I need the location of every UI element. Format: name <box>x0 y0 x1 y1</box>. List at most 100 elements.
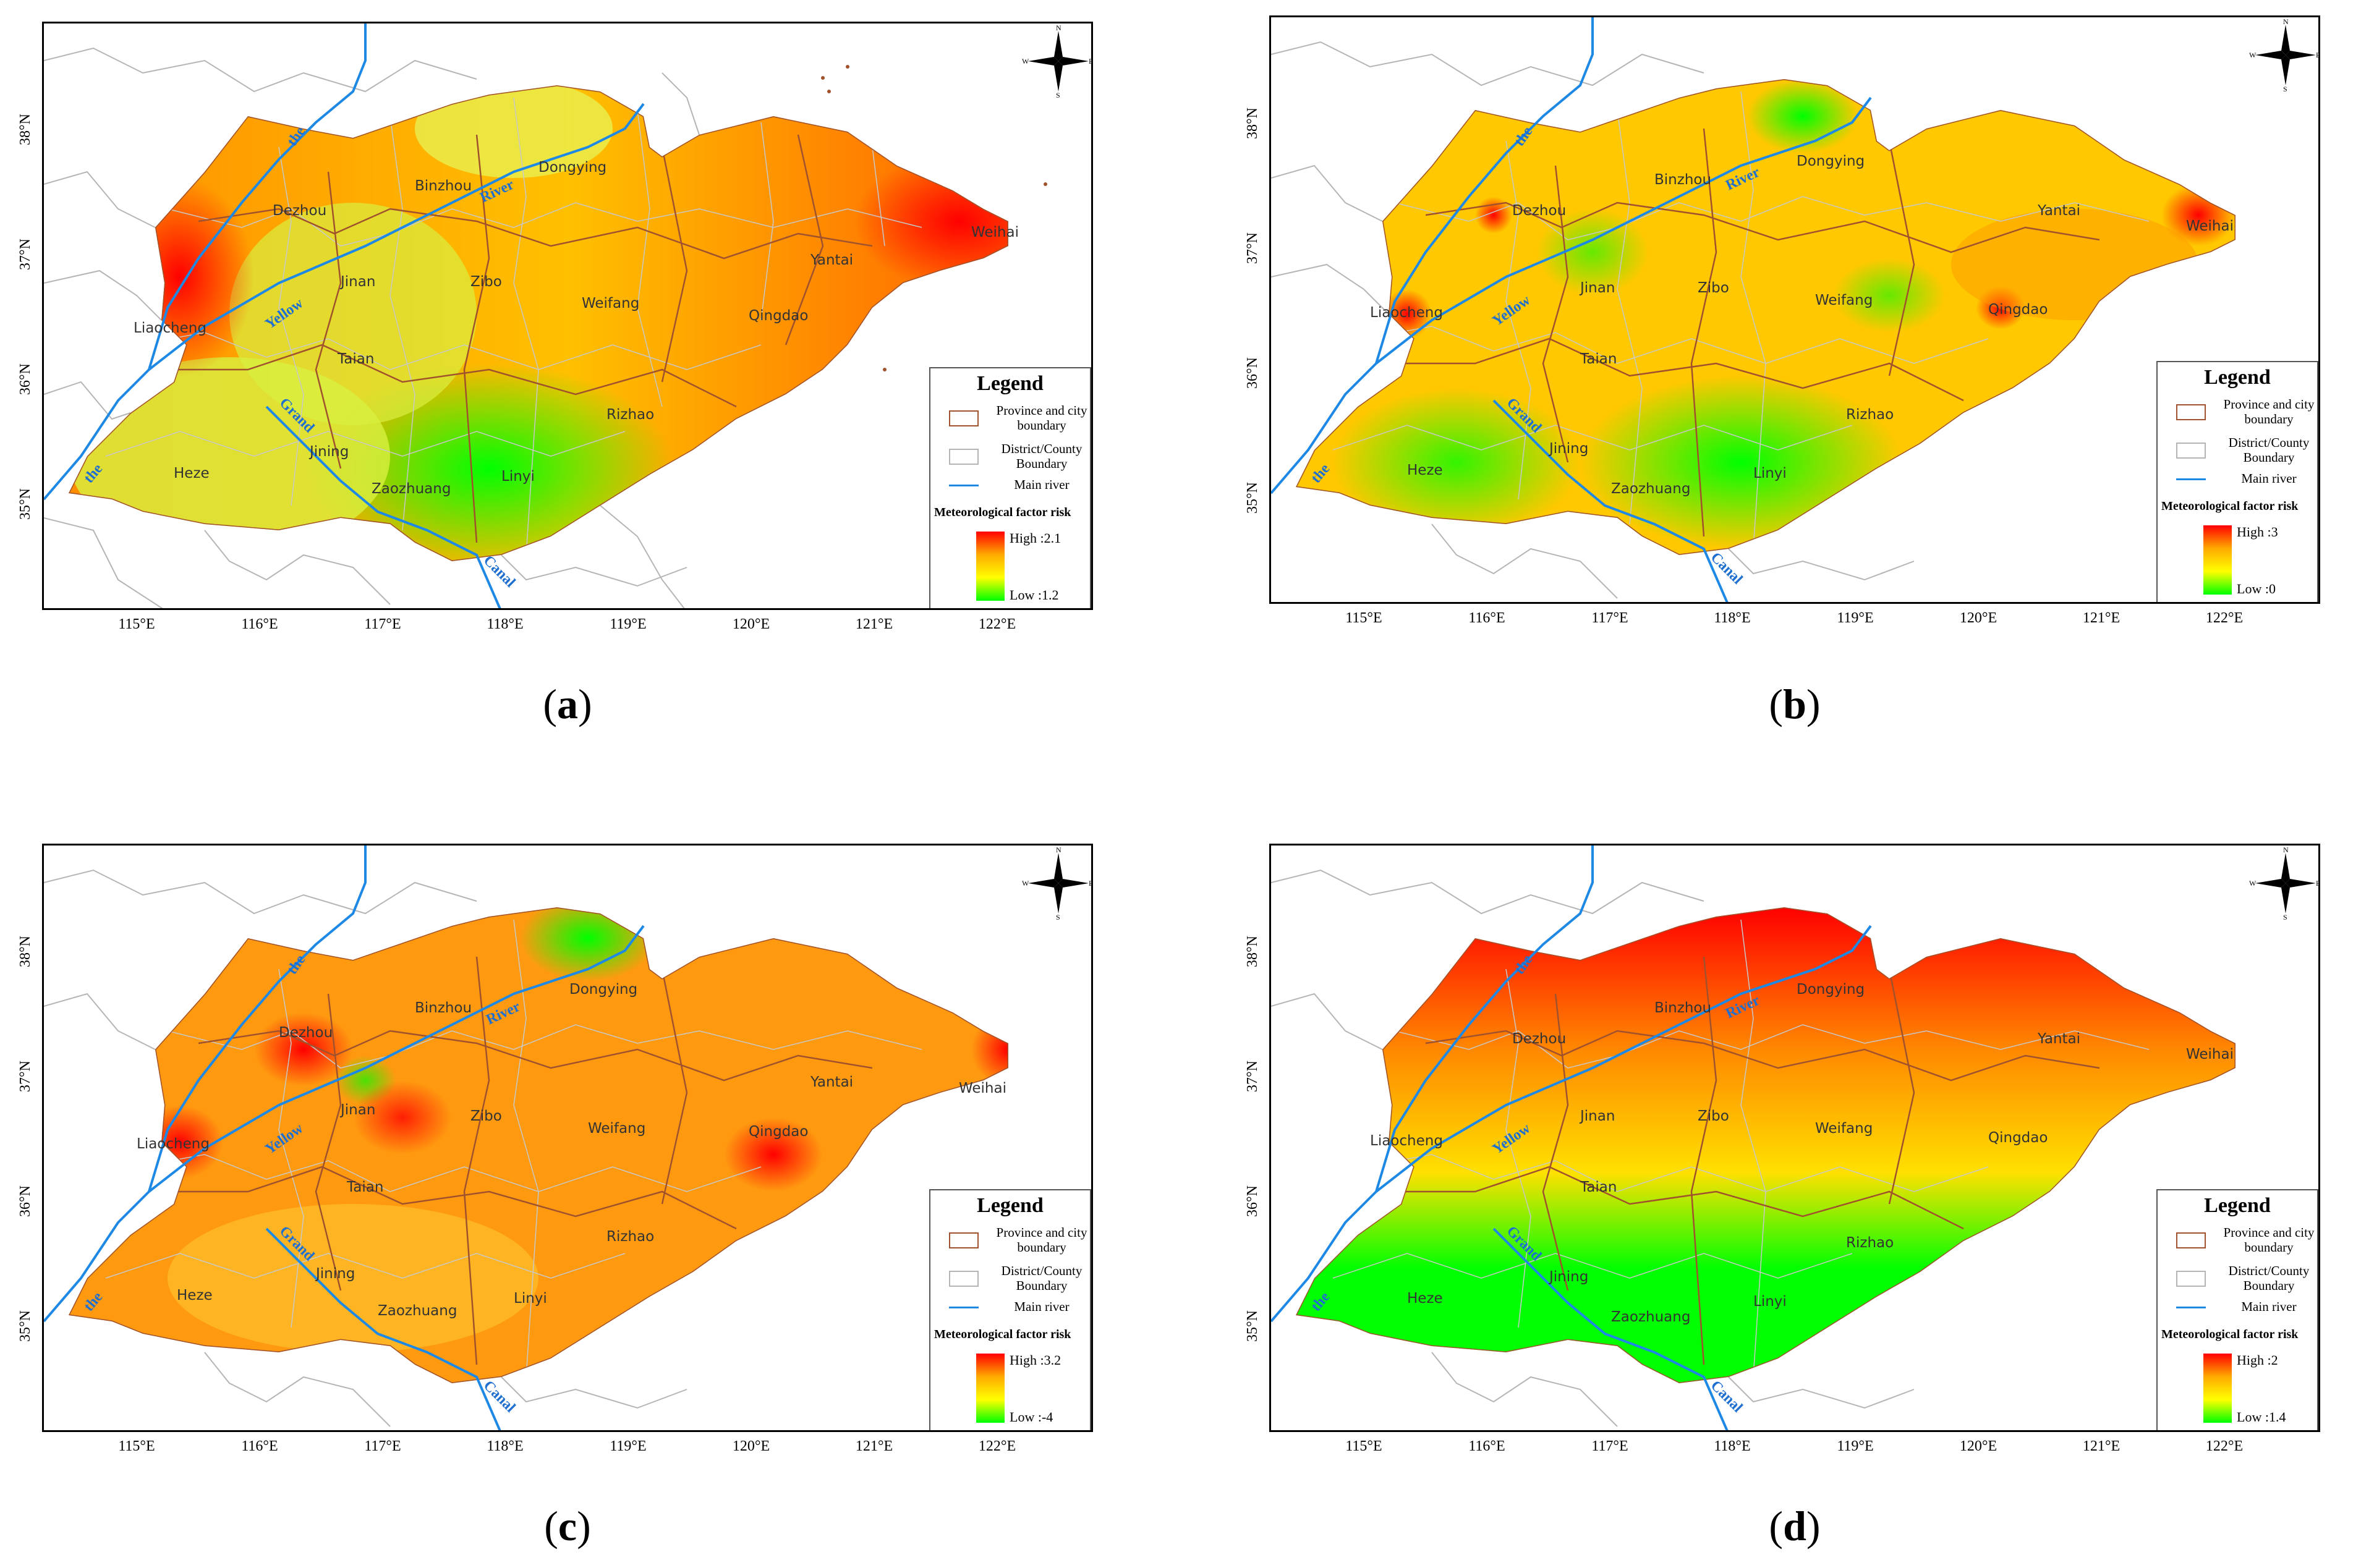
yellow-river-lower <box>148 103 645 371</box>
city-zaozhuang: Zaozhuang <box>372 481 451 497</box>
city-dongying: Dongying <box>1797 153 1865 169</box>
y-tick-label: 38°N <box>17 936 33 967</box>
city-yantai: Yantai <box>810 252 853 268</box>
city-boundaries <box>1395 956 2100 1365</box>
map-frame: Dezhou Binzhou Dongying Yantai Weihai Li… <box>42 22 1093 610</box>
caption-b: (b) <box>1769 680 1821 727</box>
city-liaocheng: Liaocheng <box>1370 305 1443 321</box>
city-liaocheng: Liaocheng <box>137 1136 210 1152</box>
legend: Legend Province and city boundary Distri… <box>2156 361 2318 602</box>
city-weifang: Weifang <box>588 1121 645 1137</box>
outside-boundaries <box>44 47 700 608</box>
city-labels: Dezhou Binzhou Dongying Yantai Weihai Li… <box>137 981 1006 1319</box>
color-ramp <box>2203 525 2232 595</box>
city-yantai: Yantai <box>2037 1031 2080 1047</box>
city-linyi: Linyi <box>1753 465 1787 481</box>
caption-a: (a) <box>543 680 592 727</box>
x-tick-label: 115°E <box>1345 610 1382 626</box>
legend-title: Legend <box>977 372 1044 395</box>
x-tick-label: 119°E <box>1837 610 1874 626</box>
svg-text:Canal: Canal <box>480 553 519 591</box>
city-dongying: Dongying <box>569 981 637 998</box>
city-taian: Taian <box>1580 1179 1617 1195</box>
city-labels: Dezhou Binzhou Dongying Yantai Weihai Li… <box>1370 981 2234 1325</box>
ramp-high: High :2 <box>2237 1352 2278 1368</box>
risk-title: Meteorological factor risk <box>934 506 1071 519</box>
city-weihai: Weihai <box>959 1080 1006 1096</box>
svg-text:E: E <box>2316 879 2320 888</box>
svg-text:E: E <box>1089 879 1093 888</box>
yellow-river <box>1271 17 1594 494</box>
city-jinan: Jinan <box>1579 280 1615 296</box>
city-dezhou: Dezhou <box>273 203 326 219</box>
district-boundaries <box>1332 91 2150 549</box>
outside-boundaries <box>1271 41 1915 599</box>
map-frame: Dezhou Binzhou Dongying Yantai Weihai Li… <box>1269 844 2320 1432</box>
city-weihai: Weihai <box>971 224 1019 240</box>
ramp-high: High :2.1 <box>1010 530 1061 546</box>
yellow-river-lower <box>148 925 645 1193</box>
district-boundaries <box>1332 919 2150 1378</box>
x-tick-label: 121°E <box>2082 610 2121 626</box>
city-liaocheng: Liaocheng <box>134 320 206 336</box>
city-dongying: Dongying <box>538 159 606 176</box>
city-jinan: Jinan <box>339 274 375 290</box>
yellow-river-lower <box>1375 925 1872 1193</box>
y-tick-label: 38°N <box>1244 108 1261 139</box>
city-heze: Heze <box>1407 1290 1443 1307</box>
y-tick-label: 36°N <box>1244 1185 1261 1217</box>
city-zibo: Zibo <box>1698 1108 1729 1124</box>
north-arrow-icon: N S W E <box>2249 19 2318 91</box>
north-arrow-icon: N S W E <box>1022 847 1093 920</box>
city-boundaries <box>1395 128 2100 537</box>
city-heze: Heze <box>1407 462 1443 478</box>
city-rizhao: Rizhao <box>1846 407 1894 423</box>
city-dezhou: Dezhou <box>1512 203 1566 219</box>
city-boundaries <box>168 956 873 1365</box>
x-tick-label: 115°E <box>1345 1438 1382 1454</box>
city-heze: Heze <box>177 1287 213 1303</box>
x-tick-label: 118°E <box>1714 610 1751 626</box>
y-tick-label: 38°N <box>17 114 33 145</box>
north-arrow-icon: N S W E <box>1022 25 1091 98</box>
x-tick-label: 115°E <box>118 616 155 632</box>
city-binzhou: Binzhou <box>415 178 472 194</box>
svg-text:W: W <box>1022 57 1029 66</box>
ramp-high: High :3 <box>2237 524 2278 540</box>
legend: Legend Province and city boundary Distri… <box>929 1189 1091 1430</box>
color-ramp <box>976 532 1005 601</box>
city-qingdao: Qingdao <box>1988 302 2048 318</box>
yellow-river-lower <box>1375 96 1872 365</box>
y-tick-label: 35°N <box>1244 482 1261 514</box>
province-outline <box>1296 79 2236 555</box>
islands <box>821 65 1047 371</box>
city-yantai: Yantai <box>2037 203 2080 219</box>
city-jining: Jining <box>1548 441 1588 457</box>
city-jining: Jining <box>315 1266 355 1282</box>
city-labels: Dezhou Binzhou Dongying Yantai Weihai Li… <box>1370 153 2234 497</box>
x-tick-label: 117°E <box>364 1438 401 1454</box>
x-tick-label: 117°E <box>364 616 401 632</box>
svg-text:N: N <box>2283 19 2289 26</box>
city-rizhao: Rizhao <box>1846 1235 1894 1251</box>
x-tick-label: 119°E <box>610 1438 647 1454</box>
x-tick-label: 120°E <box>1959 1438 1997 1454</box>
city-zibo: Zibo <box>470 1108 502 1124</box>
yellow-river <box>44 845 367 1323</box>
city-weifang: Weifang <box>1815 1121 1873 1137</box>
yellow-river <box>1271 845 1594 1323</box>
y-tick-label: 37°N <box>1244 1061 1261 1092</box>
x-tick-label: 121°E <box>855 1438 893 1454</box>
city-zaozhuang: Zaozhuang <box>1611 1309 1690 1325</box>
x-tick-label: 122°E <box>978 616 1016 632</box>
x-tick-label: 116°E <box>241 1438 278 1454</box>
outside-boundaries <box>44 869 687 1427</box>
risk-title: Meteorological factor risk <box>2161 1328 2299 1341</box>
svg-text:W: W <box>1022 879 1029 888</box>
y-tick-label: 36°N <box>1244 357 1261 389</box>
city-linyi: Linyi <box>514 1290 547 1307</box>
x-tick-label: 116°E <box>1468 1438 1505 1454</box>
risk-title: Meteorological factor risk <box>934 1328 1071 1341</box>
x-tick-label: 118°E <box>487 1438 524 1454</box>
province-outline <box>69 907 1008 1383</box>
